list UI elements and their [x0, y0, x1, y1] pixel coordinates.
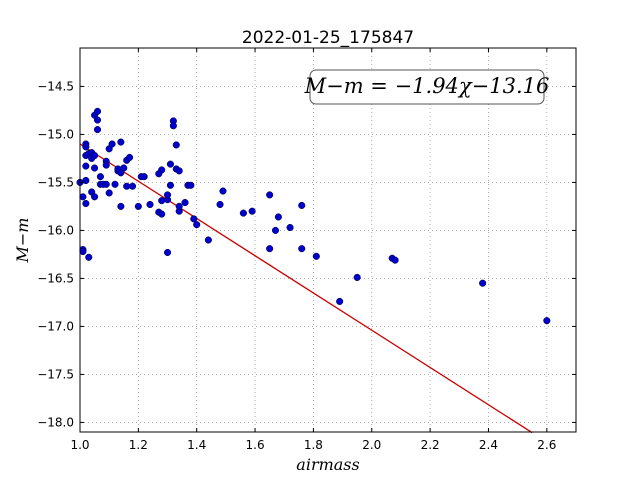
data-point	[91, 164, 99, 172]
data-point	[543, 317, 551, 325]
annotation-box	[309, 69, 545, 105]
data-point	[169, 122, 177, 130]
data-point	[187, 181, 195, 189]
y-tick-label: −14.5	[37, 79, 74, 93]
data-point	[93, 107, 102, 115]
y-tick-label: −18.0	[37, 415, 74, 429]
y-tick-label: −16.5	[37, 271, 74, 285]
plot-background	[80, 48, 576, 432]
data-point	[181, 199, 189, 207]
data-point	[82, 176, 90, 185]
data-point	[79, 193, 87, 201]
data-point	[166, 181, 174, 189]
data-point	[108, 140, 116, 148]
plot-frame	[79, 47, 577, 433]
y-tick-label: −15.5	[37, 175, 74, 189]
data-point	[391, 256, 399, 264]
data-point	[239, 209, 247, 217]
data-point	[248, 207, 256, 215]
x-tick-label: 2.6	[537, 438, 556, 452]
data-point	[82, 162, 90, 170]
y-tick-label: −15.0	[37, 127, 74, 141]
data-point	[96, 173, 104, 181]
x-tick-label: 2.2	[421, 438, 440, 452]
fit-annotation: M−m = −1.94χ−13.16	[304, 69, 550, 105]
data-point	[102, 161, 110, 169]
data-point	[120, 164, 128, 172]
data-point	[134, 202, 142, 210]
x-tick-label: 2.0	[362, 438, 381, 452]
data-point	[102, 180, 110, 188]
data-point	[266, 191, 274, 199]
points-layer	[76, 107, 551, 325]
data-point	[85, 253, 93, 261]
data-point	[93, 116, 102, 124]
data-point	[105, 189, 113, 197]
data-point	[140, 173, 148, 181]
y-tick-label: −17.5	[37, 367, 74, 381]
data-point	[298, 245, 306, 253]
y-axis-label: M−m	[13, 218, 32, 264]
fit-line-layer	[79, 143, 533, 434]
data-point	[353, 273, 361, 281]
data-point	[111, 180, 119, 188]
y-tick-label: −17.0	[37, 319, 74, 333]
x-tick-label: 1.4	[187, 438, 206, 452]
x-tick-label: 1.2	[129, 438, 148, 452]
data-point	[126, 153, 134, 161]
data-point	[82, 199, 90, 208]
data-point	[193, 221, 201, 229]
data-point	[175, 202, 183, 210]
data-point	[286, 223, 294, 232]
data-point	[117, 202, 125, 210]
data-point	[274, 213, 282, 221]
data-point	[158, 197, 166, 205]
fit-line	[79, 143, 533, 434]
data-point	[163, 191, 172, 199]
data-point	[190, 215, 198, 223]
x-tick-label: 1.0	[70, 438, 89, 452]
data-point	[266, 245, 274, 253]
data-point	[204, 236, 212, 244]
x-tick-label: 1.8	[304, 438, 323, 452]
data-point	[117, 138, 125, 146]
data-point	[91, 193, 99, 201]
data-point	[146, 200, 154, 209]
data-point	[216, 200, 224, 209]
data-point	[172, 141, 180, 149]
fit-equation: M−m = −1.94χ−13.16	[304, 74, 550, 98]
data-point	[298, 201, 306, 209]
data-point	[336, 297, 344, 305]
ticks: 1.0 1.2 1.4 1.6 1.8 2.0 2.2 2.4 2.6 −14.5 −15.0 −15…	[37, 48, 576, 452]
data-point	[312, 252, 320, 260]
data-point	[93, 126, 102, 134]
data-point	[82, 143, 90, 151]
data-point	[175, 167, 183, 175]
data-point	[271, 226, 280, 234]
chart-title: 2022-01-25_175847	[242, 28, 414, 48]
data-point	[128, 182, 137, 190]
x-axis-label: airmass	[296, 455, 359, 474]
data-point	[166, 160, 174, 168]
data-point	[158, 210, 166, 218]
data-point	[219, 187, 227, 195]
data-point	[91, 151, 99, 160]
data-point	[158, 166, 166, 174]
x-tick-label: 2.4	[479, 438, 498, 452]
data-point	[479, 279, 487, 287]
data-point	[163, 248, 172, 257]
y-tick-label: −16.0	[37, 223, 74, 237]
data-point	[79, 247, 87, 256]
x-tick-label: 1.6	[246, 438, 265, 452]
